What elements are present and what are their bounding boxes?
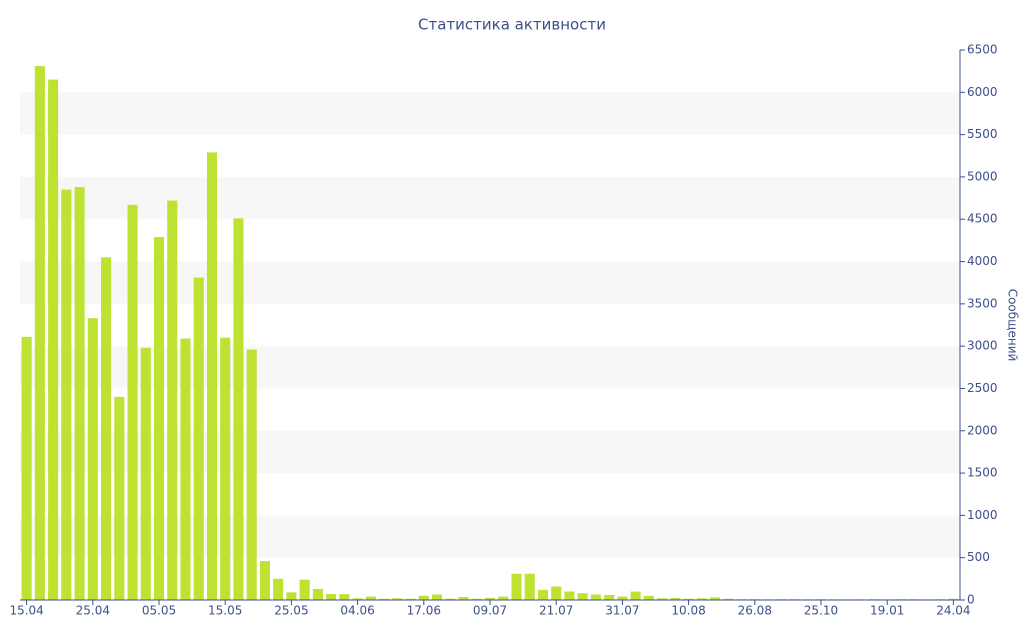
x-tick-label: 21.07 — [539, 604, 573, 618]
bar — [604, 594, 615, 600]
bar — [286, 592, 297, 600]
bar — [948, 598, 959, 600]
bar — [312, 589, 323, 600]
bar — [326, 594, 337, 600]
chart-title: Статистика активности — [418, 16, 606, 34]
y-tick-label: 2000 — [967, 423, 998, 437]
y-tick-label: 500 — [967, 550, 990, 564]
x-tick-label: 09.07 — [473, 604, 507, 618]
bar — [710, 597, 721, 600]
bar — [445, 598, 456, 600]
y-tick-label: 4000 — [967, 254, 998, 268]
x-tick-label: 24.04 — [936, 604, 970, 618]
bar — [590, 594, 601, 600]
bar — [167, 200, 178, 600]
bar — [537, 589, 548, 600]
x-tick-label: 04.06 — [340, 604, 374, 618]
y-tick-label: 0 — [967, 593, 975, 607]
bar — [498, 596, 509, 600]
bar — [220, 337, 231, 600]
bar — [551, 586, 562, 600]
x-tick-label: 15.04 — [9, 604, 43, 618]
bar — [273, 578, 284, 600]
bar — [379, 598, 390, 600]
bar — [392, 598, 403, 600]
bar — [670, 597, 681, 600]
bar — [101, 257, 112, 600]
bar — [696, 598, 707, 600]
y-axis-label: Сообщений — [1006, 289, 1020, 362]
bar — [127, 204, 138, 600]
y-tick-label: 6500 — [967, 43, 998, 57]
bar — [484, 597, 496, 600]
x-tick-label: 26.08 — [738, 604, 772, 618]
x-tick-label: 31.07 — [605, 604, 639, 618]
bar — [511, 573, 522, 600]
bar — [180, 338, 191, 600]
x-tick-label: 05.05 — [142, 604, 176, 618]
bar — [683, 598, 694, 600]
bar — [21, 336, 32, 600]
y-tick-label: 4500 — [967, 212, 998, 226]
bar — [418, 595, 429, 600]
y-tick-label: 3500 — [967, 296, 998, 310]
y-tick-label: 2500 — [967, 381, 998, 395]
bar — [246, 349, 257, 600]
bar — [524, 573, 535, 600]
bar — [34, 66, 45, 601]
bar — [299, 579, 310, 600]
x-tick-label: 10.08 — [671, 604, 705, 618]
bar — [643, 595, 654, 600]
bar — [153, 237, 165, 600]
x-tick-label: 17.06 — [407, 604, 441, 618]
bar — [61, 189, 72, 600]
grid-band — [20, 176, 960, 220]
y-tick-label: 5500 — [967, 127, 998, 141]
bar — [458, 597, 469, 600]
bar — [48, 79, 59, 601]
bar — [339, 594, 350, 600]
y-tick-label: 1500 — [967, 466, 998, 480]
bar — [206, 152, 218, 600]
bar — [140, 347, 151, 600]
bar — [432, 594, 443, 600]
grid-band — [20, 92, 960, 135]
bar — [617, 596, 628, 600]
bar — [405, 598, 416, 600]
bar — [657, 598, 668, 600]
y-tick-label: 1000 — [967, 508, 998, 522]
x-tick-label: 25.05 — [274, 604, 308, 618]
bar — [723, 598, 734, 600]
y-tick-label: 3000 — [967, 339, 998, 353]
bar — [74, 187, 85, 601]
y-tick-label: 5000 — [967, 169, 998, 183]
bar — [471, 598, 482, 600]
bar — [114, 396, 125, 600]
bar — [365, 596, 376, 600]
bar — [259, 561, 270, 600]
bar — [564, 591, 575, 600]
bar — [630, 591, 641, 600]
bar — [87, 318, 98, 600]
bar — [193, 277, 204, 600]
bar — [577, 593, 588, 600]
bar — [233, 218, 244, 600]
x-tick-label: 25.04 — [76, 604, 110, 618]
y-tick-label: 6000 — [967, 85, 998, 99]
x-tick-label: 25.10 — [804, 604, 838, 618]
bar — [352, 598, 363, 600]
x-tick-label: 15.05 — [208, 604, 242, 618]
x-tick-label: 19.01 — [870, 604, 904, 618]
